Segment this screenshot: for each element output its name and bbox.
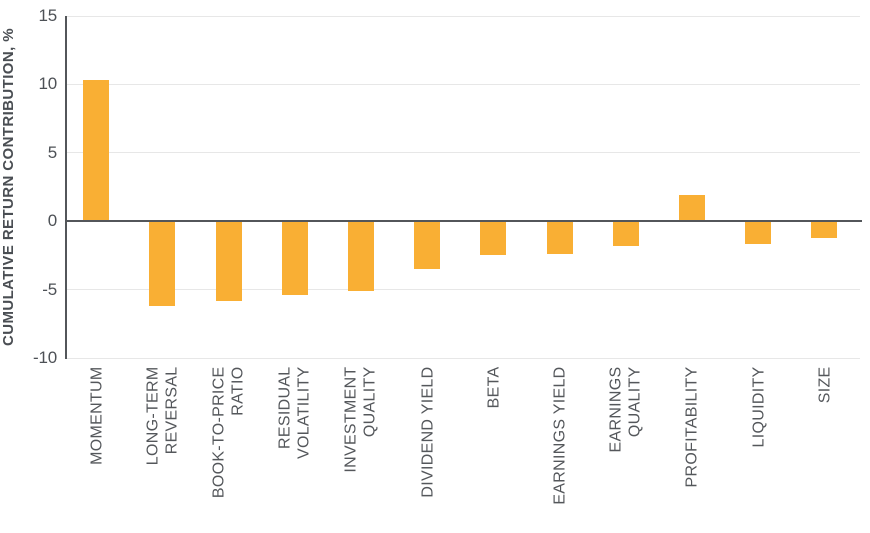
x-axis-label-line: EARNINGS YIELD <box>551 366 568 505</box>
x-axis-label-line: LONG-TERM <box>144 366 162 465</box>
bar-long-term-reversal <box>149 221 176 306</box>
x-axis-label-line: VOLATILITY <box>295 366 313 459</box>
y-tick-label-5: 5 <box>47 142 57 162</box>
bar-residual-volatility <box>281 221 308 296</box>
x-axis-label-line: EARNINGS <box>607 366 625 452</box>
x-axis-label-line: INVESTMENT <box>342 366 360 473</box>
x-axis-label-line: LIQUIDITY <box>749 366 767 447</box>
x-axis-label-residual-volatility: RESIDUAL VOLATILITY <box>262 366 328 529</box>
x-axis-label-line: RATIO <box>229 366 247 416</box>
bar-profitability <box>678 195 705 222</box>
x-axis-label-line: MOMENTUM <box>87 366 105 465</box>
x-axis-label-line: RESIDUAL <box>276 366 294 449</box>
gridline--5 <box>66 289 860 291</box>
x-axis-label-liquidity: LIQUIDITY <box>725 366 791 529</box>
y-tick-label-15: 15 <box>38 6 57 25</box>
x-axis-label-line: REVERSAL <box>163 366 181 454</box>
bar-size <box>811 221 838 238</box>
x-axis-label-long-term-reversal: LONG-TERM REVERSAL <box>129 366 195 529</box>
x-axis-label-line: BETA <box>484 366 502 408</box>
x-axis-label-earnings-yield: EARNINGS YIELD <box>527 366 593 529</box>
x-axis-label-line: DIVIDEND YIELD <box>418 366 436 498</box>
gridline--10 <box>66 357 860 359</box>
x-axis-label-profitability: PROFITABILITY <box>659 366 725 529</box>
y-tick-label--10: -10 <box>33 348 57 367</box>
y-tick-label-10: 10 <box>38 74 57 94</box>
y-tick-label-0: 0 <box>47 211 57 231</box>
zero-baseline <box>65 220 862 223</box>
x-axis-label-size: SIZE <box>791 366 857 529</box>
bar-investment-quality <box>347 221 374 291</box>
gridline-10 <box>66 83 860 85</box>
x-axis-label-investment-quality: INVESTMENT QUALITY <box>328 366 394 529</box>
bar-liquidity <box>745 221 772 245</box>
x-axis-label-line: PROFITABILITY <box>683 366 701 487</box>
x-axis-label-line: SIZE <box>815 366 833 403</box>
x-axis-label-momentum: MOMENTUM <box>63 366 129 529</box>
x-axis-label-dividend-yield: DIVIDEND YIELD <box>394 366 460 529</box>
bar-beta <box>480 221 507 256</box>
bar-earnings-quality <box>612 221 639 246</box>
bar-momentum <box>83 80 110 222</box>
x-axis-label-line: BOOK-TO-PRICE <box>210 366 228 498</box>
bar-dividend-yield <box>414 221 441 270</box>
gridline-5 <box>66 152 860 154</box>
bar-book-to-price-ratio <box>215 221 242 301</box>
x-axis-label-book-to-price-ratio: BOOK-TO-PRICE RATIO <box>196 366 262 529</box>
x-axis-label-line: QUALITY <box>361 366 379 437</box>
x-axis-label-earnings-quality: EARNINGS QUALITY <box>593 366 659 529</box>
gridline-15 <box>66 15 860 17</box>
x-axis-label-line: QUALITY <box>626 366 644 437</box>
y-axis-line <box>65 16 67 359</box>
x-axis-label-beta: BETA <box>460 366 526 529</box>
y-tick-label--5: -5 <box>42 279 57 299</box>
bar-earnings-yield <box>546 221 573 255</box>
